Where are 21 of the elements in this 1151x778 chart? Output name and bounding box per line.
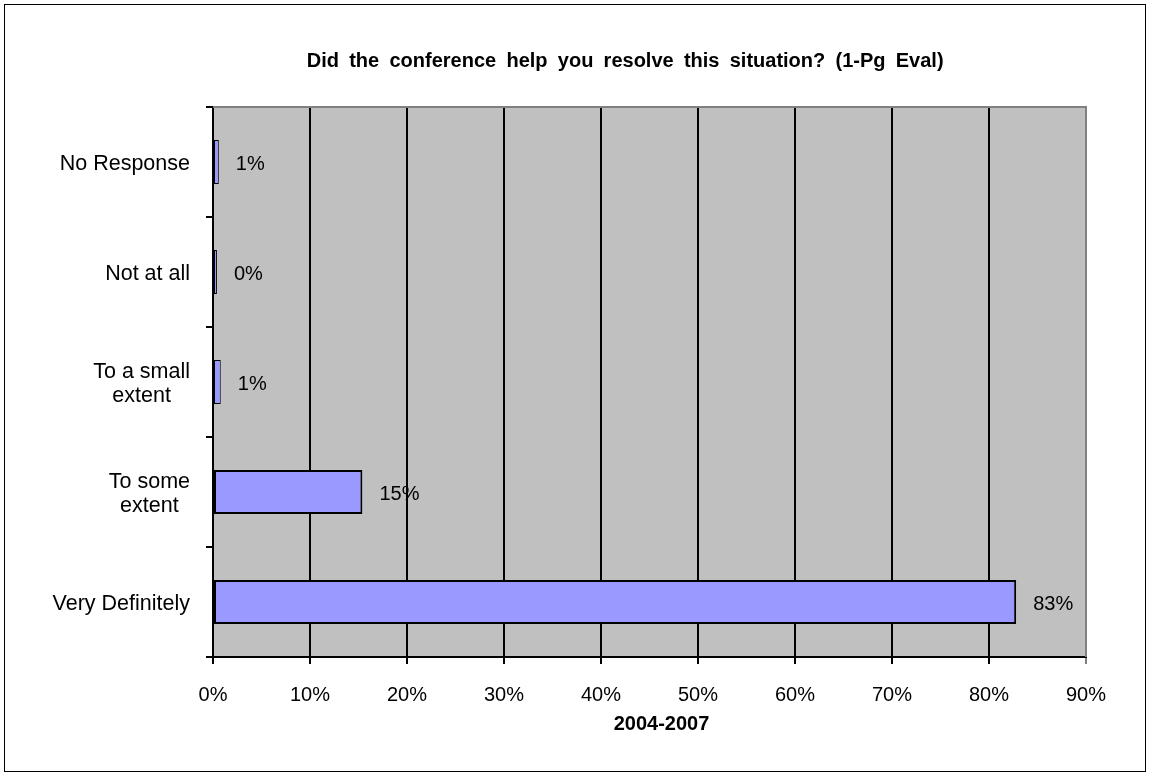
x-axis-title: 2004-2007: [613, 711, 710, 734]
data-label: 83%: [1033, 591, 1074, 614]
y-tick-label: Not at all: [105, 260, 191, 285]
y-tick-label: No Response: [59, 150, 191, 175]
data-label: 1%: [237, 371, 267, 394]
x-tick-label: 40%: [580, 682, 622, 705]
x-tick-label: 10%: [289, 682, 331, 705]
data-label: 1%: [235, 151, 265, 174]
y-tick-label: To some extent: [108, 469, 191, 517]
y-tick-label: Very Definitely: [52, 590, 191, 615]
x-tick-label: 90%: [1065, 682, 1107, 705]
x-tick-label: 50%: [677, 682, 719, 705]
x-tick-label: 20%: [386, 682, 428, 705]
x-tick-label: 80%: [968, 682, 1010, 705]
x-tick-label: 30%: [483, 682, 525, 705]
data-label: 0%: [233, 261, 263, 284]
x-tick-label: 60%: [774, 682, 816, 705]
chart-title: Did the conference help you resolve this situation? (1-Pg Eval): [306, 48, 944, 71]
x-tick-label: 70%: [871, 682, 913, 705]
y-tick-label: To a small extent: [93, 359, 191, 407]
x-tick-label: 0%: [198, 682, 228, 705]
